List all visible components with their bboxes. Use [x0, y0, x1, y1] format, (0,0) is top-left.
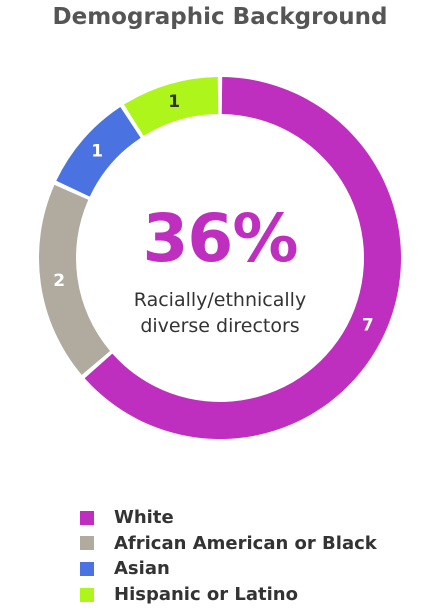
legend-swatch-hispanic-or-latino — [80, 587, 94, 602]
legend-item-hispanic-or-latino: Hispanic or Latino — [80, 582, 377, 608]
legend-swatch-asian — [80, 561, 94, 576]
center-description-line-2: diverse directors — [140, 315, 300, 337]
legend-swatch-white — [80, 510, 94, 525]
legend-item-white: White — [80, 505, 377, 531]
slice-label-hispanic-or-latino: 1 — [168, 92, 180, 112]
center-description-line-1: Racially/ethnically — [133, 289, 307, 311]
slice-white — [84, 77, 402, 439]
legend-label-white: White — [114, 507, 174, 529]
slice-asian — [56, 106, 141, 197]
center-percentage: 36% — [142, 200, 299, 277]
slice-label-african-american-or-black: 2 — [53, 271, 65, 291]
legend-label-asian: Asian — [114, 558, 170, 580]
slice-label-white: 7 — [362, 316, 374, 336]
legend-item-asian: Asian — [80, 556, 377, 582]
legend-swatch-african-american-or-black — [80, 536, 94, 551]
slice-label-asian: 1 — [91, 142, 103, 162]
legend-label-hispanic-or-latino: Hispanic or Latino — [114, 584, 298, 606]
legend-item-african-american-or-black: African American or Black — [80, 531, 377, 557]
legend: White African American or Black Asian Hi… — [80, 505, 377, 607]
chart-title: Demographic Background — [52, 4, 388, 30]
legend-label-african-american-or-black: African American or Black — [114, 532, 377, 554]
center-description: Racially/ethnically diverse directors — [0, 287, 440, 339]
slice-hispanic-or-latino — [124, 77, 219, 136]
slice-african-american-or-black — [38, 184, 111, 375]
